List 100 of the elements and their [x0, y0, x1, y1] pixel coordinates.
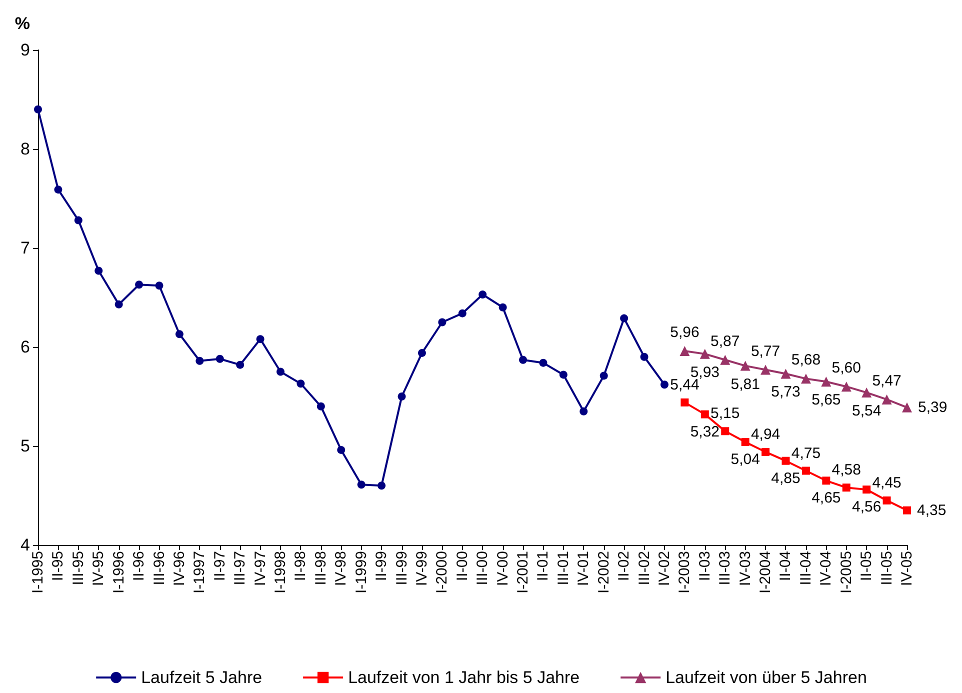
x-tick-label: I-2000: [434, 551, 451, 594]
point: [216, 354, 224, 363]
x-tick-label: II-02: [616, 551, 633, 582]
x-tick-label: IV-04: [818, 551, 835, 586]
point: [660, 380, 668, 389]
x-tick-label: II-01: [534, 551, 552, 582]
data-label: 4,94: [750, 426, 780, 443]
point: [438, 318, 446, 326]
point: [762, 448, 770, 456]
x-tick-label: I-1999: [352, 551, 370, 594]
point: [800, 374, 811, 384]
point: [882, 394, 892, 404]
data-label: 5,32: [690, 423, 720, 440]
point: [276, 368, 285, 376]
point: [296, 380, 305, 388]
x-tick-label: II-99: [373, 551, 390, 582]
point: [902, 402, 912, 412]
y-tick-label: 7: [20, 238, 30, 258]
x-tick-label: II-97: [211, 551, 228, 582]
data-label: 5,68: [791, 352, 821, 369]
point: [741, 438, 750, 446]
point: [721, 427, 730, 436]
point: [700, 410, 709, 418]
x-tick-label: IV-03: [736, 551, 754, 586]
y-tick-label: 8: [20, 140, 30, 158]
data-label: 4,35: [917, 502, 946, 519]
x-tick-label: IV-98: [332, 551, 350, 586]
data-label: 5,87: [710, 332, 740, 350]
point: [782, 456, 790, 465]
data-label: 5,04: [730, 451, 760, 468]
point: [822, 476, 830, 485]
point: [357, 480, 366, 489]
point: [256, 335, 264, 344]
point: [478, 290, 487, 299]
data-label: 5,60: [832, 360, 861, 377]
x-tick-label: III-97: [232, 551, 249, 586]
x-tick-label: III-95: [70, 551, 87, 586]
data-label: 4,56: [852, 498, 882, 516]
legend-label: Laufzeit von 1 Jahr bis 5 Jahre: [348, 668, 580, 687]
y-tick-label: 9: [20, 40, 30, 60]
point: [802, 466, 810, 475]
point: [74, 216, 82, 224]
point: [862, 388, 872, 398]
x-tick-label: III-02: [636, 551, 653, 586]
point: [841, 382, 852, 392]
y-axis-title: %: [14, 14, 30, 33]
data-label: 4,75: [791, 444, 821, 462]
point: [680, 398, 689, 406]
data-label: 5,73: [771, 384, 800, 401]
point: [418, 348, 426, 357]
x-tick-label: I-2002: [595, 551, 612, 594]
point: [559, 370, 568, 379]
data-label: 5,15: [710, 405, 740, 422]
data-label: 5,77: [750, 342, 780, 360]
x-tick-label: IV-02: [656, 551, 673, 586]
data-label: 4,85: [771, 470, 800, 487]
x-tick-label: IV-97: [252, 551, 269, 586]
legend-label: Laufzeit 5 Jahre: [141, 668, 262, 687]
point: [94, 266, 103, 275]
x-tick-label: I-2003: [676, 551, 694, 594]
x-tick-label: III-96: [150, 551, 168, 586]
point: [740, 360, 750, 371]
data-label: 5,44: [670, 376, 700, 394]
x-tick-label: II-95: [50, 551, 67, 582]
point: [519, 356, 528, 364]
x-tick-label: I-1998: [272, 551, 290, 594]
y-tick-label: 4: [20, 536, 30, 554]
x-tick-label: III-00: [474, 551, 492, 586]
point: [600, 372, 608, 380]
point: [196, 356, 204, 365]
x-tick-label: II-05: [858, 551, 876, 582]
data-label: 5,81: [730, 376, 760, 393]
data-label: 5,54: [852, 402, 882, 420]
x-tick-label: IV-05: [898, 551, 916, 586]
point: [175, 330, 184, 338]
x-tick-label: IV-99: [413, 551, 430, 586]
x-tick-label: I-1997: [191, 551, 208, 594]
point: [821, 376, 832, 387]
point: [680, 346, 690, 356]
x-tick-label: II-98: [292, 551, 310, 582]
point: [34, 105, 42, 114]
x-tick-label: I-1996: [110, 551, 128, 594]
point: [580, 407, 588, 416]
x-tick-label: IV-01: [575, 551, 592, 586]
x-tick-label: II-96: [130, 551, 148, 582]
y-tick-label: 5: [20, 436, 30, 456]
point: [620, 314, 628, 322]
point: [539, 358, 548, 367]
point: [316, 402, 325, 410]
x-tick-label: III-05: [878, 551, 896, 586]
point: [720, 354, 730, 365]
x-tick-label: III-01: [554, 551, 572, 586]
point: [640, 352, 648, 361]
point: [903, 506, 911, 514]
x-tick-label: I-1995: [30, 551, 46, 594]
point: [135, 280, 144, 289]
y-tick-label: 6: [20, 338, 30, 356]
point: [700, 348, 710, 359]
x-tick-label: III-04: [797, 551, 814, 586]
point: [155, 282, 164, 290]
